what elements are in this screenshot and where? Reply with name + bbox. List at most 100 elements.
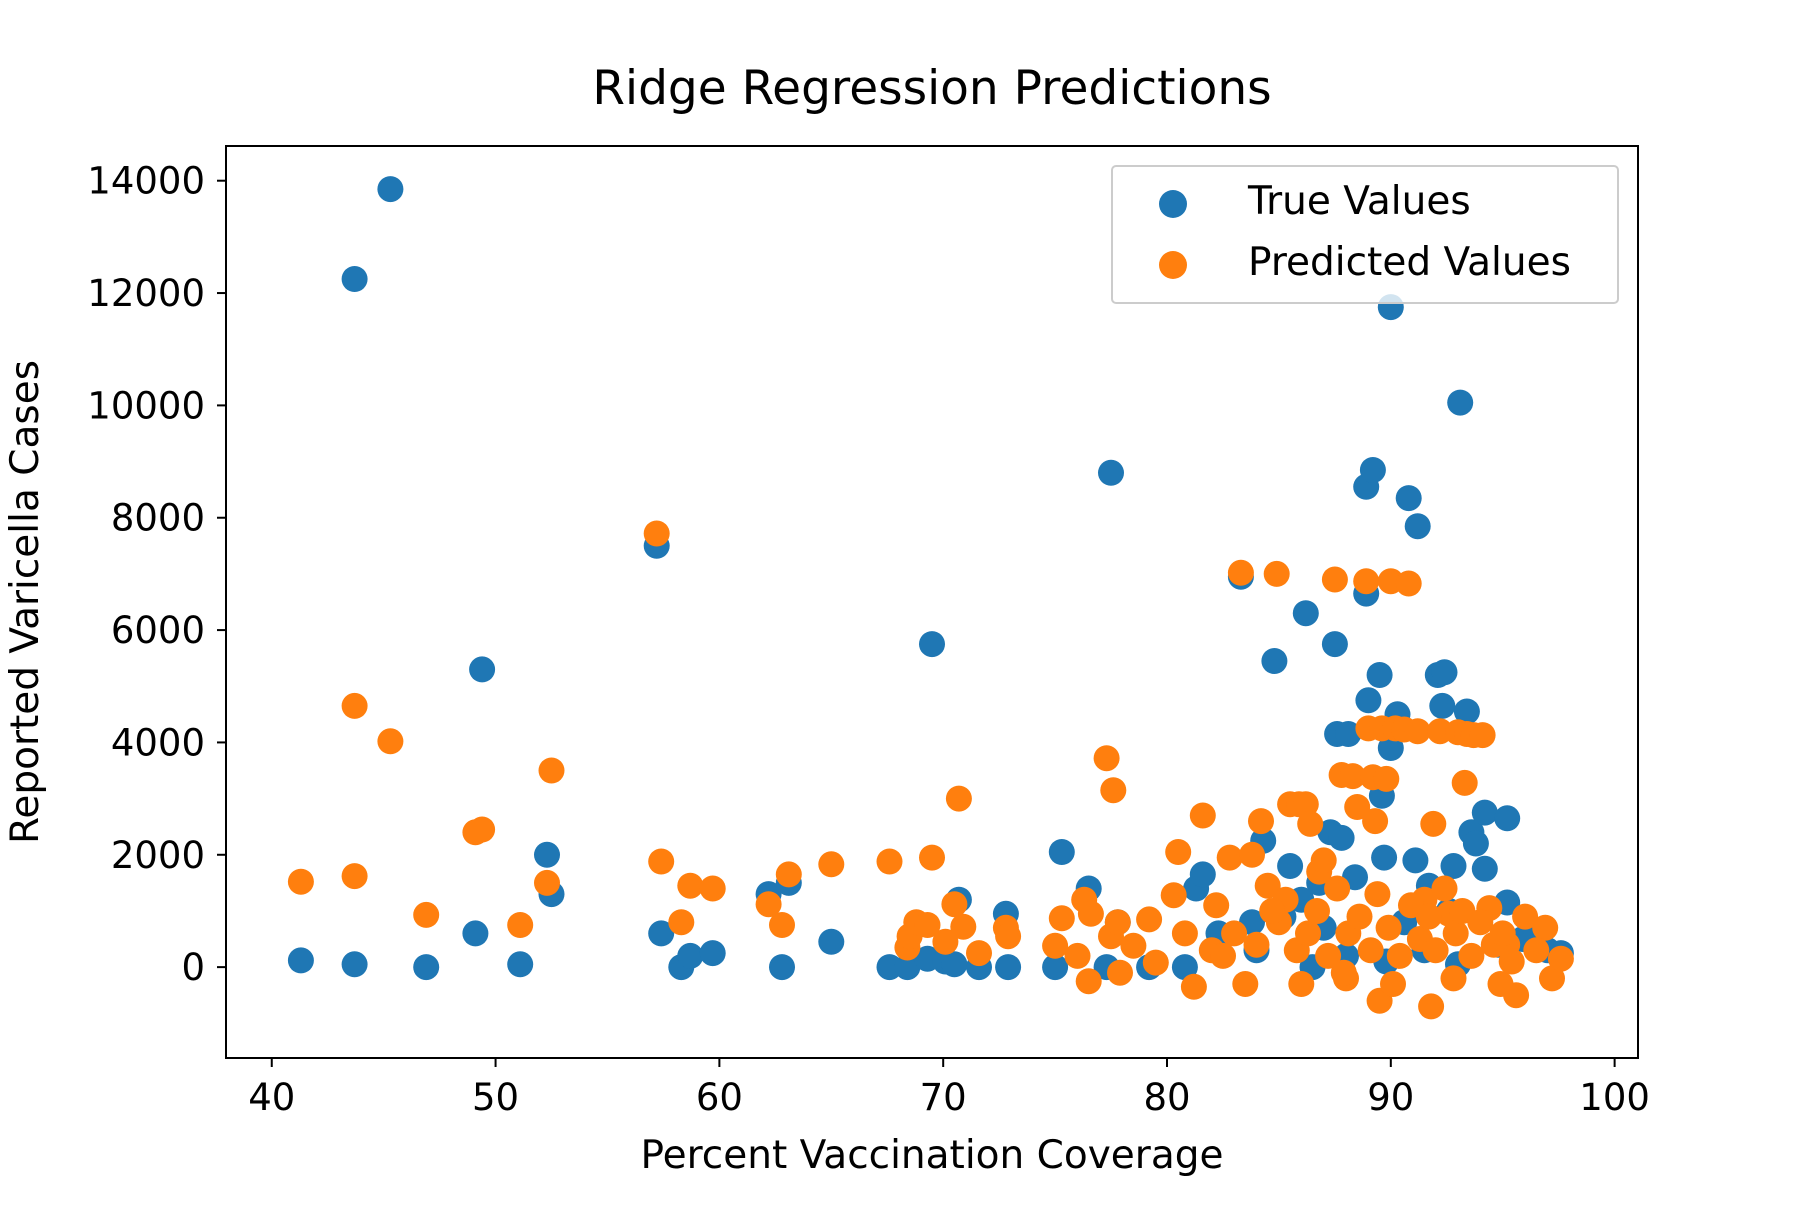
y-tick-label: 8000 — [111, 497, 205, 540]
data-point — [945, 785, 972, 812]
data-point — [1469, 722, 1496, 749]
data-point — [1532, 914, 1559, 941]
y-tick-label: 2000 — [111, 834, 205, 877]
y-axis-label: Reported Varicella Cases — [3, 360, 48, 844]
data-point — [1248, 808, 1274, 835]
data-point — [287, 947, 314, 974]
data-point — [1227, 559, 1254, 586]
x-axis-label: Percent Vaccination Coverage — [641, 1133, 1224, 1178]
data-point — [1324, 875, 1351, 902]
data-point — [1494, 805, 1521, 832]
x-tick-label: 80 — [1143, 1076, 1190, 1119]
data-point — [538, 757, 565, 784]
data-point — [1189, 802, 1216, 829]
data-point — [1523, 937, 1550, 964]
data-point — [1539, 965, 1565, 992]
data-point — [1259, 898, 1286, 924]
data-point — [534, 869, 560, 896]
data-point — [1431, 659, 1458, 686]
data-point — [1171, 920, 1198, 947]
x-tick-label: 90 — [1367, 1076, 1414, 1119]
data-point — [1277, 853, 1304, 879]
data-point — [1239, 841, 1265, 868]
data-point — [1422, 937, 1449, 964]
data-point — [1429, 692, 1456, 719]
data-point — [919, 844, 945, 871]
data-point — [950, 913, 977, 940]
data-point — [1380, 971, 1406, 997]
y-tick-label: 0 — [181, 946, 205, 989]
data-point — [1189, 861, 1216, 888]
data-point — [941, 951, 968, 978]
data-point — [1431, 875, 1458, 902]
data-point — [1042, 954, 1069, 981]
data-point — [1098, 459, 1124, 486]
data-point — [413, 901, 440, 928]
data-point — [919, 631, 945, 658]
legend-marker-predicted-values — [1159, 251, 1187, 279]
data-point — [1498, 948, 1525, 975]
data-point — [1292, 791, 1319, 818]
data-point — [1295, 920, 1321, 947]
data-point — [876, 954, 903, 981]
data-point — [1547, 945, 1574, 972]
data-point — [1402, 847, 1429, 874]
data-point — [775, 861, 802, 888]
data-point — [469, 816, 496, 843]
x-tick-label: 100 — [1579, 1076, 1650, 1119]
data-point — [1418, 993, 1445, 1020]
axis-ticks-layer: 40 50 60 70 80 90 100 0 2000 4000 6000 8000 10000 120… — [87, 160, 1650, 1119]
data-point — [413, 954, 440, 981]
data-point — [1107, 959, 1133, 986]
data-point — [1310, 847, 1337, 874]
data-point — [1487, 971, 1514, 997]
data-point — [1142, 949, 1169, 976]
data-point — [1304, 898, 1330, 924]
data-point — [668, 909, 695, 936]
data-point — [932, 928, 959, 955]
legend-marker-true-values — [1159, 190, 1187, 218]
data-point — [995, 954, 1022, 981]
data-point — [1453, 698, 1480, 725]
data-point — [1328, 824, 1355, 851]
data-point — [876, 848, 903, 875]
data-point — [1321, 631, 1348, 658]
data-point — [1203, 892, 1230, 919]
data-point — [769, 912, 795, 938]
data-point — [1512, 903, 1539, 930]
data-point — [1263, 560, 1290, 587]
data-point — [677, 942, 704, 969]
data-point — [1471, 855, 1498, 882]
data-point — [699, 875, 726, 902]
data-point — [1339, 763, 1366, 790]
data-point — [1243, 931, 1270, 958]
data-point — [1467, 909, 1494, 936]
series-predicted-values — [287, 520, 1574, 1020]
data-point — [1440, 965, 1467, 992]
data-point — [1221, 920, 1248, 947]
data-point — [914, 912, 941, 938]
data-point — [1357, 937, 1384, 964]
plot-area-frame — [225, 145, 1639, 1059]
data-point — [1471, 799, 1498, 826]
data-point — [1344, 794, 1371, 820]
data-point — [1395, 485, 1422, 512]
data-point — [894, 954, 921, 981]
data-point — [966, 940, 992, 967]
data-point — [1462, 830, 1489, 857]
chart-title: Ridge Regression Predictions — [592, 61, 1271, 116]
data-point — [1442, 920, 1469, 947]
data-point — [1489, 920, 1516, 947]
data-point — [1136, 906, 1163, 933]
data-point — [1288, 971, 1315, 997]
data-point — [1048, 905, 1075, 932]
data-point — [818, 851, 845, 878]
x-tick-label: 40 — [248, 1076, 295, 1119]
data-point — [1364, 881, 1391, 908]
data-point — [648, 848, 675, 875]
data-point — [1335, 721, 1362, 747]
data-point — [1415, 903, 1442, 930]
data-point — [1330, 959, 1357, 986]
data-point — [1321, 566, 1348, 593]
